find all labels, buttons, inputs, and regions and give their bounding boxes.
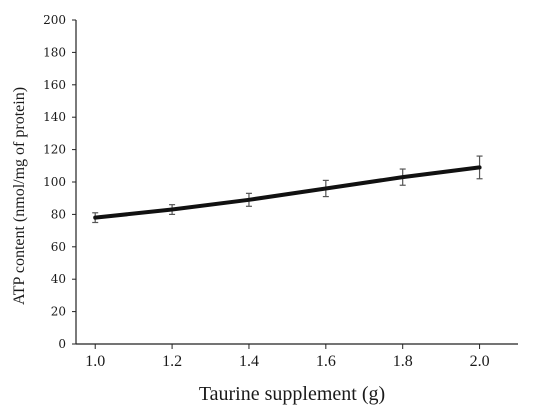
y-axis-ticks: 0 20 40 60 80 100 120 140 160 180 200 [43,13,76,351]
y-tick-label: 120 [43,143,66,157]
x-tick-label: 2.0 [470,353,490,370]
y-tick-label: 160 [43,78,66,92]
y-tick-label: 20 [51,305,66,319]
y-tick-label: 0 [58,337,66,351]
x-tick-label: 1.6 [316,353,336,370]
y-tick-label: 180 [43,45,66,59]
x-tick-label: 1.2 [162,353,182,370]
x-tick-label: 1.8 [393,353,413,370]
x-tick-label: 1.4 [239,353,259,370]
y-tick-label: 40 [51,272,66,286]
series-line [93,165,482,220]
y-tick-label: 100 [43,175,66,189]
y-axis-title: ATP content (nmol/mg of protein) [11,87,28,305]
x-axis-ticks: 1.0 1.2 1.4 1.6 1.8 2.0 [85,344,490,370]
y-tick-label: 140 [43,110,66,124]
x-axis-title: Taurine supplement (g) [199,383,385,405]
y-tick-label: 60 [51,240,66,254]
x-tick-label: 1.0 [85,353,105,370]
y-tick-label: 80 [51,207,66,221]
y-tick-label: 200 [43,13,66,27]
